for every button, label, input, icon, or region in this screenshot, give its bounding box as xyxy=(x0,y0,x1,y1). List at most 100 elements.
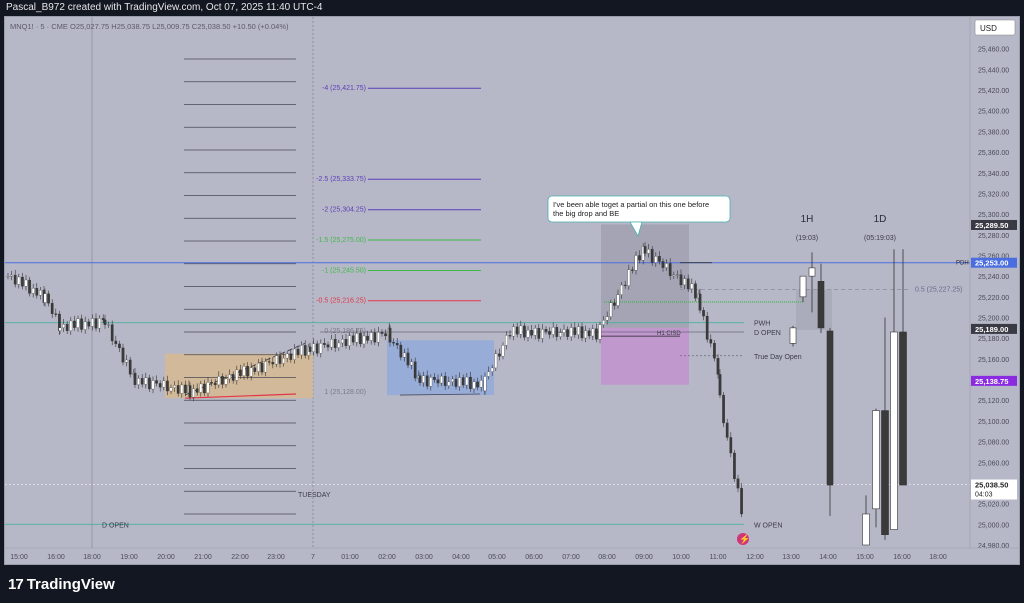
candle xyxy=(235,369,239,381)
candle xyxy=(83,321,87,330)
time-tick-label: 12:00 xyxy=(746,554,764,561)
chart-area[interactable] xyxy=(4,16,1020,565)
candle xyxy=(24,279,28,287)
candle xyxy=(573,327,577,335)
htf-1d-candle xyxy=(890,331,898,530)
htf-1h-candle xyxy=(799,275,807,298)
price-tick-label: 25,360.00 xyxy=(978,150,1009,157)
candle xyxy=(366,335,369,341)
candle xyxy=(548,331,551,335)
currency-button[interactable] xyxy=(974,19,1016,36)
price-tick-label: 25,020.00 xyxy=(978,502,1009,509)
candle xyxy=(253,367,257,372)
candle xyxy=(736,478,740,489)
candle xyxy=(87,321,91,327)
candle xyxy=(188,385,192,398)
fib-level-label: -1.5 (25,275.00) xyxy=(316,237,366,244)
candle xyxy=(151,380,155,390)
candle xyxy=(627,269,631,286)
candle xyxy=(333,339,337,348)
candle xyxy=(217,376,221,386)
alert-icon[interactable] xyxy=(737,533,749,545)
candle xyxy=(184,384,187,394)
candle xyxy=(118,343,121,349)
candle xyxy=(476,381,479,388)
time-tick-label: 13:00 xyxy=(782,554,800,561)
price-tick-label: 25,160.00 xyxy=(978,357,1009,364)
candle xyxy=(537,327,541,339)
candle xyxy=(508,335,512,337)
candle xyxy=(418,375,422,383)
candle xyxy=(58,327,62,331)
candle xyxy=(713,343,716,359)
fib-level-label: 1 (25,128.00) xyxy=(324,389,366,396)
candle xyxy=(519,325,523,335)
candle xyxy=(344,339,348,346)
candle xyxy=(584,330,587,339)
price-tick-label: 25,400.00 xyxy=(978,109,1009,116)
candle xyxy=(469,376,472,389)
time-tick-label: 15:00 xyxy=(856,554,874,561)
price-tick-label: 25,080.00 xyxy=(978,440,1009,447)
candle xyxy=(422,375,425,383)
htf-1d-candle xyxy=(862,513,870,546)
candle xyxy=(176,385,180,394)
candle xyxy=(249,367,253,377)
candle xyxy=(447,381,451,386)
candle xyxy=(140,378,144,385)
price-chart[interactable]: -4 (25,421.75) -2.5 (25,333.75) -2 (25,304… xyxy=(0,0,1024,565)
candle xyxy=(54,313,58,315)
time-tick-label: 01:00 xyxy=(341,554,359,561)
callout-pointer xyxy=(629,221,643,238)
candle xyxy=(73,320,76,328)
candle xyxy=(369,332,373,341)
price-tag-label: 25,289.50 xyxy=(975,221,1008,230)
time-tick-label: 20:00 xyxy=(157,554,175,561)
price-tick-label: 24,980.00 xyxy=(978,543,1009,550)
chart-legend: MNQ1! · 5 · CME O25,027.75 H25,038.75 L2… xyxy=(10,22,289,31)
candle xyxy=(355,333,359,343)
candle xyxy=(436,379,440,384)
candle xyxy=(275,355,278,365)
candle xyxy=(410,361,413,366)
candle xyxy=(725,422,729,438)
candle xyxy=(271,362,275,365)
candle xyxy=(665,263,668,268)
candle xyxy=(144,377,148,385)
candle xyxy=(605,316,609,321)
candle xyxy=(231,374,235,381)
candle xyxy=(80,318,83,330)
candle xyxy=(133,372,137,385)
htf-1d-candle xyxy=(881,410,889,535)
candle xyxy=(406,352,410,366)
candle xyxy=(690,283,694,290)
price-tick-label: 25,340.00 xyxy=(978,171,1009,178)
candle xyxy=(613,302,616,306)
callout-line-1: I've been able toget a partial on this o… xyxy=(553,200,709,209)
half-level-label: 0.5 (25,227.25) xyxy=(915,287,962,294)
fib-level-label: 0 (25,186.75) xyxy=(324,328,366,335)
htf-1h-candle xyxy=(808,267,816,277)
fib-level-label: -4 (25,421.75) xyxy=(322,85,366,92)
candle xyxy=(392,342,395,344)
candle xyxy=(6,276,10,278)
htf-1h-candle xyxy=(817,281,825,329)
candle xyxy=(465,376,469,386)
candle xyxy=(293,348,296,360)
pdh-label: PDH xyxy=(956,261,969,267)
candle xyxy=(260,362,264,373)
time-tick-label: 14:00 xyxy=(819,554,837,561)
candle xyxy=(103,319,107,325)
candle xyxy=(206,382,210,394)
candle xyxy=(148,377,151,390)
candle xyxy=(530,329,533,336)
htf-1d-candle xyxy=(872,410,880,510)
candle xyxy=(580,326,584,339)
candle xyxy=(647,249,650,254)
candle xyxy=(221,376,224,385)
candle xyxy=(451,378,454,383)
htf-1h-candle xyxy=(826,330,834,486)
price-tick-label: 25,200.00 xyxy=(978,316,1009,323)
tradingview-logo[interactable]: 17 TradingView xyxy=(8,576,115,593)
candle xyxy=(267,361,271,363)
